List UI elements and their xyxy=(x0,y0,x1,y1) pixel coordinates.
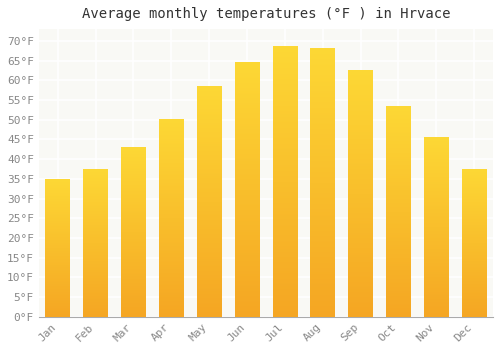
Title: Average monthly temperatures (°F ) in Hrvace: Average monthly temperatures (°F ) in Hr… xyxy=(82,7,450,21)
